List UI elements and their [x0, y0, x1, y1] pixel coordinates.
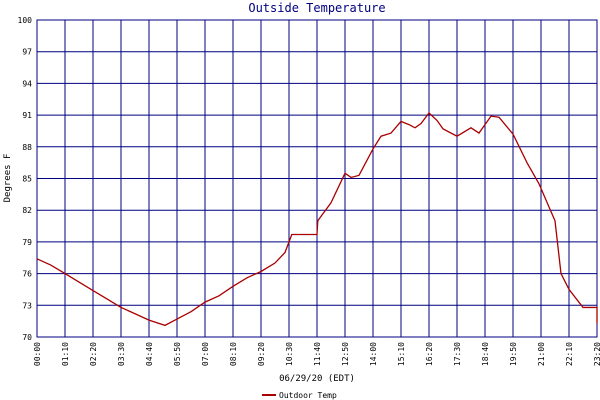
x-tick-label: 21:00: [537, 342, 546, 366]
x-tick-label: 19:50: [509, 342, 518, 366]
x-tick-label: 09:20: [257, 342, 266, 366]
x-tick-label: 12:50: [341, 342, 350, 366]
y-tick-label: 85: [22, 175, 32, 184]
data-line: [36, 112, 598, 327]
y-tick-label: 91: [22, 111, 32, 120]
x-tick-label: 18:40: [481, 342, 490, 366]
x-tick-label: 00:00: [33, 342, 42, 366]
x-tick-label: 22:10: [565, 342, 574, 366]
y-axis-label: Degrees F: [3, 154, 13, 203]
y-tick-label: 79: [22, 238, 32, 247]
y-tick-label: 82: [22, 206, 32, 215]
x-tick-label: 17:30: [453, 342, 462, 366]
x-tick-label: 15:10: [397, 342, 406, 366]
x-tick-label: 01:10: [61, 342, 70, 366]
x-tick-label: 02:20: [89, 342, 98, 366]
chart-title: Outside Temperature: [248, 1, 385, 15]
y-tick-label: 94: [22, 79, 32, 88]
legend-label: Outdoor Temp: [279, 391, 337, 400]
y-tick-label: 73: [22, 301, 32, 310]
x-tick-label: 14:00: [369, 342, 378, 366]
x-tick-label: 07:00: [201, 342, 210, 366]
x-tick-label: 05:50: [173, 342, 182, 366]
x-tick-label: 23:20: [593, 342, 600, 366]
x-axis-label: 06/29/20 (EDT): [279, 374, 355, 384]
y-tick-label: 70: [22, 333, 32, 342]
x-tick-label: 10:30: [285, 342, 294, 366]
x-tick-label: 08:10: [229, 342, 238, 366]
x-tick-label: 03:30: [117, 342, 126, 366]
y-tick-label: 88: [22, 143, 32, 152]
y-tick-label: 76: [22, 270, 32, 279]
x-tick-label: 16:20: [425, 342, 434, 366]
x-tick-label: 04:40: [145, 342, 154, 366]
x-tick-label: 11:40: [313, 342, 322, 366]
y-tick-label: 97: [22, 48, 32, 57]
y-tick-label: 100: [18, 16, 33, 25]
